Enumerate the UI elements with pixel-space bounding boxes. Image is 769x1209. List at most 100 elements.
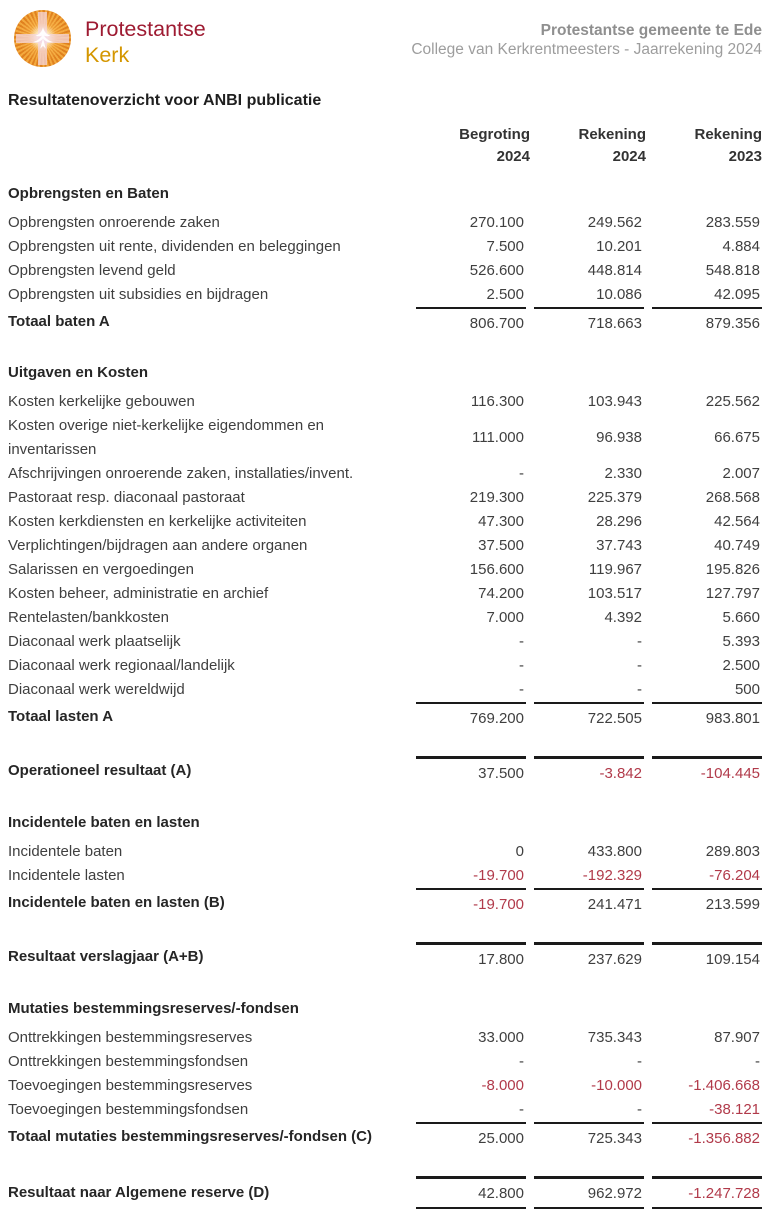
table-row: Toevoegingen bestemmingsfondsen - - -38.121 <box>8 1098 762 1122</box>
dove-icon <box>32 26 53 49</box>
logo-word-kerk: Kerk <box>85 43 130 67</box>
cell-value: 103.517 <box>587 585 642 602</box>
row-label: Totaal baten A <box>8 312 110 330</box>
table-row: Opbrengsten uit subsidies en bijdragen 2.… <box>8 283 762 307</box>
table-row: Resultaat naar Algemene reserve (D) 42.80… <box>8 1176 762 1209</box>
cell-value: 548.818 <box>705 262 760 279</box>
cell-value: 7.000 <box>486 609 524 626</box>
cell-value: 806.700 <box>416 307 526 336</box>
cell-value: 725.343 <box>534 1122 644 1151</box>
row-label: Opbrengsten onroerende zaken <box>8 214 220 231</box>
cell-value: 87.907 <box>714 1029 760 1046</box>
cell-value: 2.500 <box>722 657 760 674</box>
cell-value: 983.801 <box>652 702 762 731</box>
cell-value: 433.800 <box>587 843 642 860</box>
cell-value: - <box>637 1053 642 1070</box>
cell-value: 156.600 <box>469 561 524 578</box>
pkn-sun-cross-dove-logo-icon <box>14 10 71 67</box>
cell-value: -38.121 <box>709 1101 760 1118</box>
table-gap <box>8 1151 762 1176</box>
cell-value: 127.797 <box>705 585 760 602</box>
cell-value: 195.826 <box>705 561 760 578</box>
cell-value: 42.800 <box>416 1176 526 1209</box>
column-header-spacer <box>8 124 414 168</box>
cell-value: 74.200 <box>478 585 524 602</box>
column-header-label: Rekening <box>694 126 762 143</box>
row-label: Incidentele lasten <box>8 867 125 884</box>
table-row: Diaconaal werk regionaal/landelijk - - 2.50… <box>8 654 762 678</box>
column-header-label: Begroting <box>459 126 530 143</box>
cell-value: 116.300 <box>470 393 524 410</box>
section-title: Mutaties bestemmingsreserves/-fondsen <box>8 1000 299 1017</box>
table-row: Opbrengsten levend geld 526.600 448.814 548… <box>8 259 762 283</box>
table-row: Opbrengsten onroerende zaken 270.100 249.5… <box>8 211 762 235</box>
cell-value: 37.743 <box>596 537 642 554</box>
cell-value: 718.663 <box>534 307 644 336</box>
cell-value: 40.749 <box>714 537 760 554</box>
section-title: Uitgaven en Kosten <box>8 364 149 381</box>
column-header-label: Rekening <box>578 126 646 143</box>
cell-value: -1.406.668 <box>688 1077 760 1094</box>
row-label: Diaconaal werk plaatselijk <box>8 633 181 650</box>
cell-value: 2.007 <box>722 465 760 482</box>
cell-value: 7.500 <box>486 238 524 255</box>
table-row: Diaconaal werk plaatselijk - - 5.393 <box>8 630 762 654</box>
cell-value: 5.393 <box>722 633 760 650</box>
row-label: Kosten overige niet-kerkelijke eigendomm… <box>8 417 325 458</box>
table-row: Operationeel resultaat (A) 37.500 -3.842 -1… <box>8 756 762 786</box>
column-header-year: 2023 <box>728 148 762 165</box>
table-row: Afschrijvingen onroerende zaken, install… <box>8 462 762 486</box>
cell-value: - <box>637 657 642 674</box>
cell-value: 526.600 <box>469 262 524 279</box>
table-gap <box>8 336 762 361</box>
cell-value: 109.154 <box>652 942 762 972</box>
table-row: Resultaat verslagjaar (A+B) 17.800 237.629… <box>8 942 762 972</box>
cell-value: 4.392 <box>604 609 642 626</box>
row-label: Opbrengsten uit subsidies en bijdragen <box>8 286 269 303</box>
organisation-header: Protestantse gemeente te Ede College van… <box>411 10 762 59</box>
cell-value: 103.943 <box>587 393 642 410</box>
table-row: Diaconaal werk wereldwijd - - 500 <box>8 678 762 702</box>
row-label: Resultaat verslagjaar (A+B) <box>8 948 204 965</box>
row-label: Operationeel resultaat (A) <box>8 762 192 779</box>
row-label: Opbrengsten levend geld <box>8 262 176 279</box>
cell-value: - <box>637 1101 642 1118</box>
row-label: Rentelasten/bankkosten <box>8 609 169 626</box>
cell-value: - <box>637 633 642 650</box>
row-label: Salarissen en vergoedingen <box>8 561 194 578</box>
cell-value: 270.100 <box>469 214 524 231</box>
cell-value: 219.300 <box>469 489 524 506</box>
page-title: Resultatenoverzicht voor ANBI publicatie <box>8 92 322 109</box>
cell-value: - <box>519 681 524 698</box>
table-row: Pastoraat resp. diaconaal pastoraat 219.3… <box>8 486 762 510</box>
cell-value: 268.568 <box>705 489 760 506</box>
row-label: Onttrekkingen bestemmingsreserves <box>8 1029 253 1046</box>
row-label: Kosten kerkdiensten en kerkelijke activi… <box>8 513 307 530</box>
table-row: Kosten overige niet-kerkelijke eigendomm… <box>8 414 762 462</box>
table-row: Opbrengsten uit rente, dividenden en bel… <box>8 235 762 259</box>
cell-value: - <box>519 465 524 482</box>
cell-value: 96.938 <box>596 429 642 446</box>
cell-value: 37.500 <box>478 537 524 554</box>
cell-value: 4.884 <box>722 238 760 255</box>
cell-value: 879.356 <box>652 307 762 336</box>
table-gap <box>8 917 762 942</box>
cell-value: 119.967 <box>588 561 642 578</box>
cell-value: 47.300 <box>478 513 524 530</box>
cell-value: 225.562 <box>705 393 760 410</box>
row-label: Afschrijvingen onroerende zaken, install… <box>8 465 354 482</box>
table-row: Totaal mutaties bestemmingsreserves/-fon… <box>8 1122 762 1151</box>
cell-value: 722.505 <box>534 702 644 731</box>
cell-value: -10.000 <box>591 1077 642 1094</box>
report-subtitle: College van Kerkrentmeesters - Jaarreken… <box>411 41 762 58</box>
cell-value: 66.675 <box>714 429 760 446</box>
column-header-rekening-2023: Rekening 2023 <box>654 124 762 168</box>
column-header-begroting-2024: Begroting 2024 <box>422 124 530 168</box>
cell-value: 2.500 <box>486 286 524 303</box>
cell-value: - <box>637 681 642 698</box>
cell-value: -8.000 <box>481 1077 524 1094</box>
report-table: Opbrengsten en Baten Opbrengsten onroeren… <box>8 182 762 1209</box>
section-title: Opbrengsten en Baten <box>8 185 169 202</box>
cell-value: -1.247.728 <box>652 1176 762 1209</box>
